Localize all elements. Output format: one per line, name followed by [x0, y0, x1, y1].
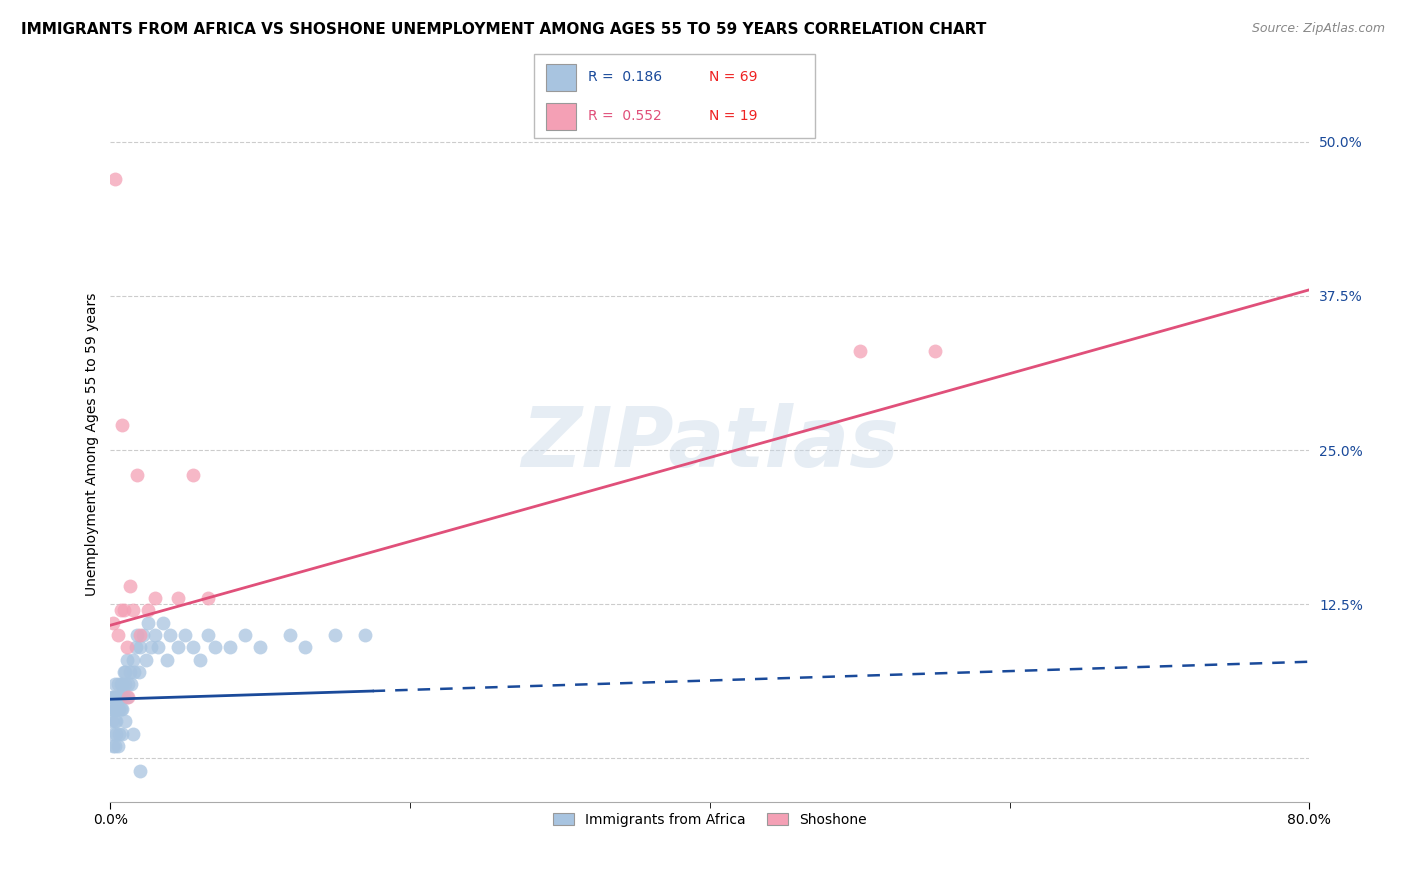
Point [125, 640, 148, 655]
Point [117, 677, 139, 691]
Point [104, 171, 127, 186]
Point [111, 677, 134, 691]
Point [128, 665, 150, 679]
FancyBboxPatch shape [546, 103, 576, 130]
Point [174, 628, 197, 642]
Text: ZIPatlas: ZIPatlas [520, 403, 898, 484]
Point [114, 665, 136, 679]
Y-axis label: Unemployment Among Ages 55 to 59 years: Unemployment Among Ages 55 to 59 years [86, 293, 100, 596]
Point [294, 640, 316, 655]
Point [103, 727, 125, 741]
Point [103, 739, 125, 753]
Point [139, 640, 162, 655]
Point [159, 628, 181, 642]
Point [105, 690, 128, 704]
Text: R =  0.552: R = 0.552 [588, 109, 661, 123]
Point [354, 628, 377, 642]
Point [278, 628, 301, 642]
Point [118, 579, 141, 593]
Point [114, 714, 136, 729]
Point [105, 702, 128, 716]
Point [114, 677, 136, 691]
Point [127, 467, 149, 482]
Point [122, 603, 145, 617]
Point [129, 764, 152, 778]
FancyBboxPatch shape [546, 63, 576, 91]
Point [166, 591, 188, 606]
Point [108, 702, 131, 716]
Point [115, 653, 138, 667]
Point [148, 640, 170, 655]
Point [924, 344, 946, 359]
Point [132, 628, 155, 642]
Point [848, 344, 870, 359]
Point [107, 628, 129, 642]
Point [108, 727, 131, 741]
Point [127, 628, 149, 642]
Point [103, 702, 125, 716]
Point [107, 739, 129, 753]
Point [104, 739, 127, 753]
Point [111, 702, 134, 716]
Point [100, 702, 122, 716]
Point [188, 653, 211, 667]
Point [112, 603, 135, 617]
Point [112, 665, 135, 679]
Point [117, 690, 139, 704]
Point [107, 702, 129, 716]
Point [129, 640, 152, 655]
Point [145, 628, 167, 642]
Point [105, 714, 128, 729]
Legend: Immigrants from Africa, Shoshone: Immigrants from Africa, Shoshone [547, 806, 873, 834]
Text: IMMIGRANTS FROM AFRICA VS SHOSHONE UNEMPLOYMENT AMONG AGES 55 TO 59 YEARS CORREL: IMMIGRANTS FROM AFRICA VS SHOSHONE UNEMP… [21, 22, 987, 37]
Point [122, 727, 145, 741]
Point [104, 714, 127, 729]
Point [118, 665, 141, 679]
Point [129, 628, 152, 642]
Point [115, 640, 138, 655]
Text: N = 69: N = 69 [709, 70, 756, 84]
Point [104, 702, 127, 716]
Point [135, 653, 157, 667]
Text: N = 19: N = 19 [709, 109, 756, 123]
Point [104, 677, 127, 691]
Point [115, 690, 138, 704]
Point [110, 702, 132, 716]
Point [110, 677, 132, 691]
Point [152, 615, 174, 630]
Point [103, 690, 125, 704]
Point [204, 640, 226, 655]
Point [197, 628, 219, 642]
Text: R =  0.186: R = 0.186 [588, 70, 662, 84]
Text: Source: ZipAtlas.com: Source: ZipAtlas.com [1251, 22, 1385, 36]
Point [105, 727, 128, 741]
Point [101, 714, 124, 729]
Point [122, 653, 145, 667]
Point [145, 591, 167, 606]
Point [110, 690, 132, 704]
Point [112, 690, 135, 704]
Point [249, 640, 271, 655]
Point [104, 690, 127, 704]
Point [233, 628, 256, 642]
Point [107, 677, 129, 691]
Point [120, 677, 142, 691]
Point [323, 628, 346, 642]
Point [136, 615, 159, 630]
Point [197, 591, 219, 606]
Point [101, 690, 124, 704]
Point [156, 653, 179, 667]
Point [103, 615, 125, 630]
Point [110, 603, 132, 617]
Point [111, 418, 134, 433]
Point [219, 640, 242, 655]
Point [124, 665, 146, 679]
Point [166, 640, 188, 655]
Point [136, 603, 159, 617]
Point [108, 690, 131, 704]
Point [107, 690, 129, 704]
Point [181, 467, 204, 482]
Point [111, 727, 134, 741]
Point [181, 640, 204, 655]
